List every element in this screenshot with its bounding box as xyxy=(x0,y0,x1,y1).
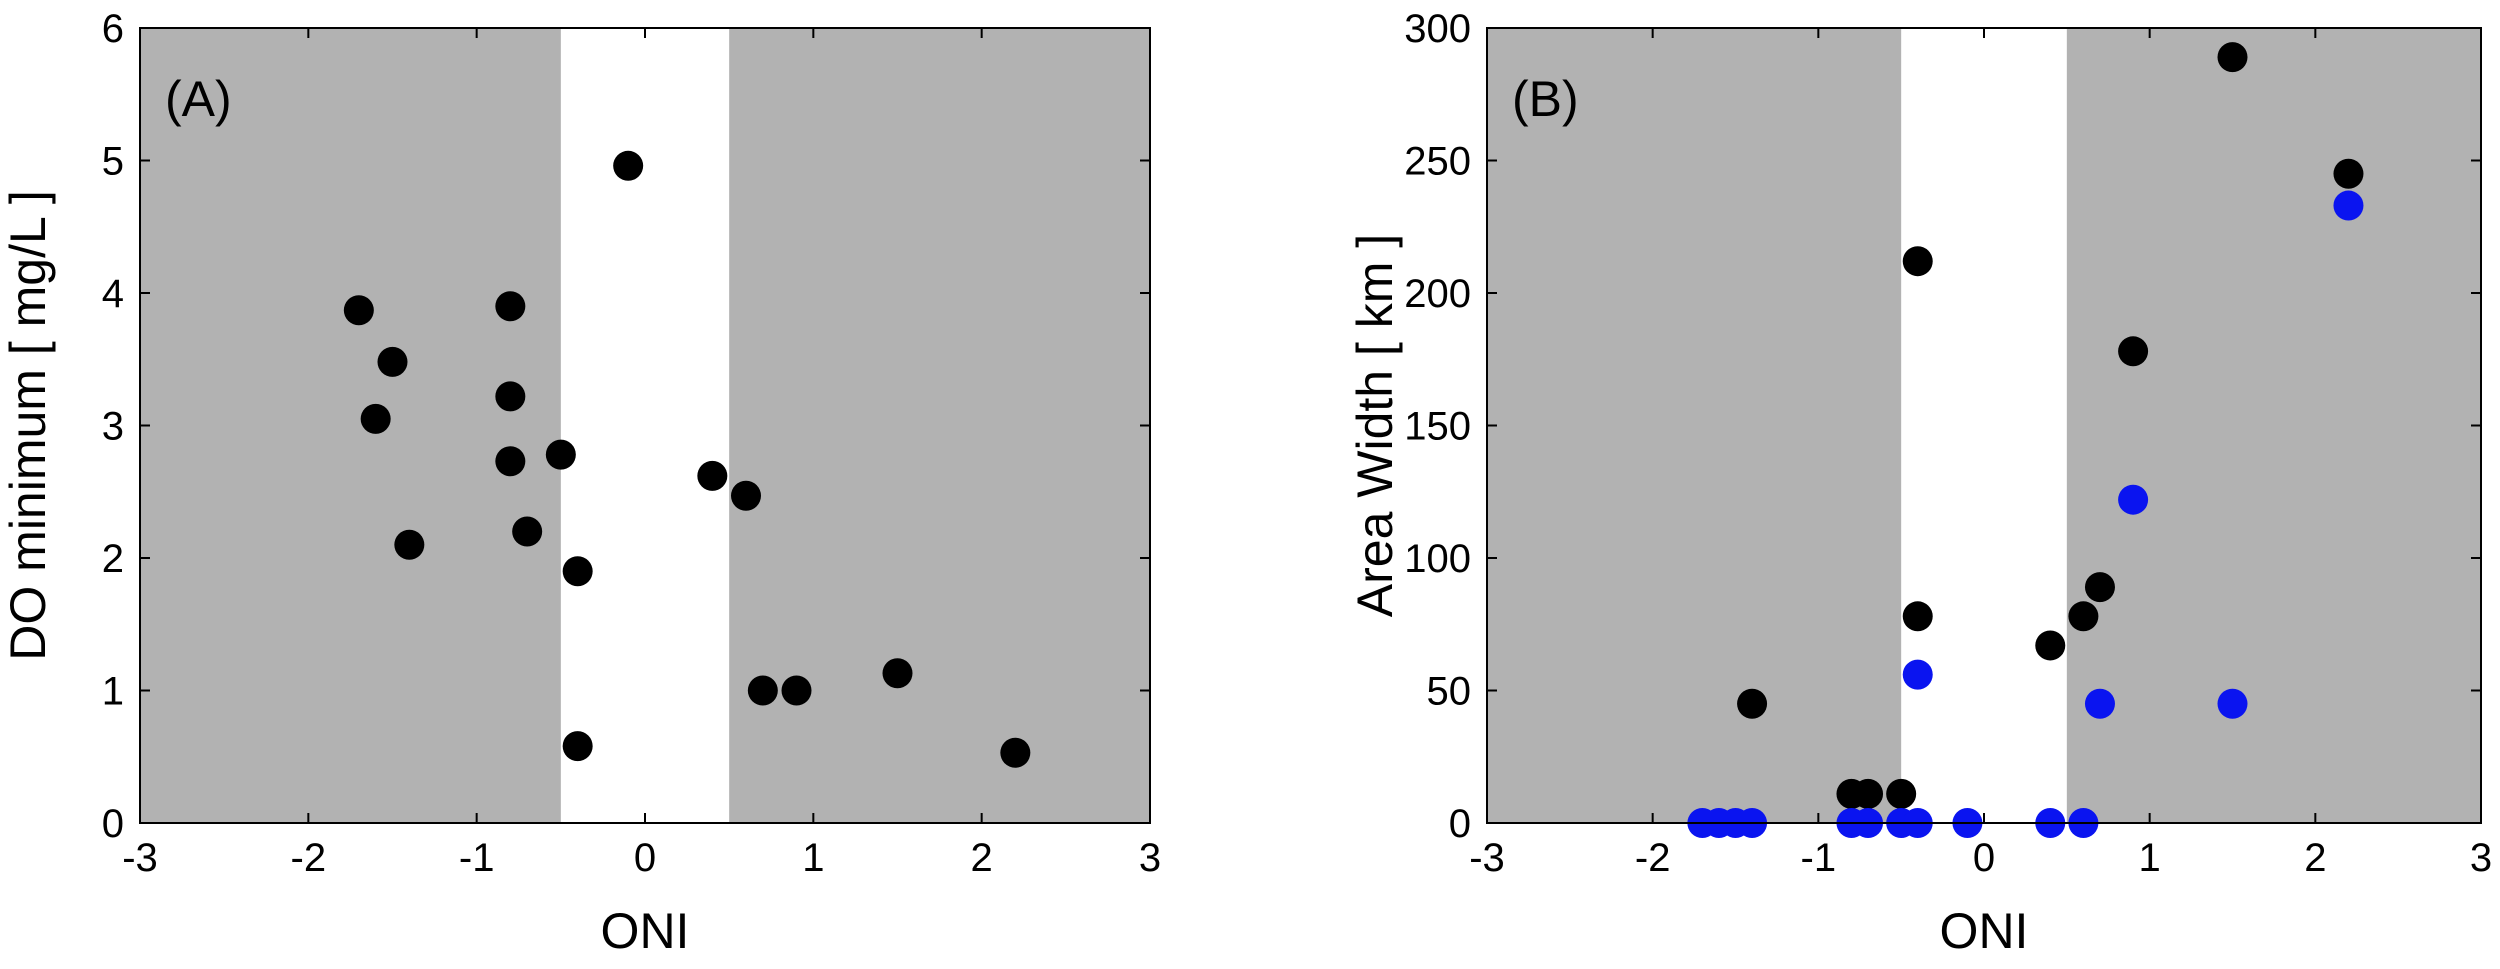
y-tick-label: 150 xyxy=(1404,405,1471,449)
data-point xyxy=(1000,737,1031,768)
x-tick-label: 2 xyxy=(971,836,993,880)
data-point xyxy=(1902,246,1933,277)
y-tick-label: 5 xyxy=(102,140,124,184)
x-tick-label: -3 xyxy=(1469,836,1505,880)
data-point xyxy=(562,731,593,762)
data-points xyxy=(343,150,1031,768)
shaded-region xyxy=(1487,28,1902,823)
data-point xyxy=(2084,688,2115,719)
y-tick-label: 2 xyxy=(102,537,124,581)
data-point xyxy=(2118,484,2149,515)
plot-background xyxy=(140,28,1150,823)
shaded-region xyxy=(140,28,561,823)
data-point xyxy=(1902,659,1933,690)
data-point xyxy=(495,291,526,322)
y-tick-label: 3 xyxy=(102,405,124,449)
y-axis-title: Area Width [ km ] xyxy=(1347,234,1403,617)
data-point xyxy=(747,675,778,706)
x-tick-label: 1 xyxy=(2139,836,2161,880)
data-point xyxy=(512,516,543,547)
x-tick-label: -3 xyxy=(122,836,158,880)
x-tick-label: 3 xyxy=(2470,836,2492,880)
x-tick-label: 0 xyxy=(634,836,656,880)
data-point xyxy=(360,403,391,434)
x-tick-label: -1 xyxy=(1801,836,1837,880)
data-point xyxy=(1737,688,1768,719)
x-tick-label: -1 xyxy=(459,836,495,880)
y-tick-label: 0 xyxy=(102,802,124,846)
x-tick-label: -2 xyxy=(1635,836,1671,880)
data-point xyxy=(394,529,425,560)
data-point xyxy=(2118,336,2149,367)
y-tick-label: 0 xyxy=(1449,802,1471,846)
y-tick-label: 4 xyxy=(102,272,124,316)
y-axis-ticks: 0 1 2 3 4 5 6 xyxy=(102,7,1150,846)
plot-background xyxy=(1487,28,2481,823)
data-point xyxy=(697,460,728,491)
y-axis-ticks: 0 50 100 150 200 250 300 xyxy=(1404,7,2481,846)
y-tick-label: 6 xyxy=(102,7,124,51)
panel-label: (A) xyxy=(165,71,232,127)
data-point xyxy=(343,295,374,326)
x-tick-label: 2 xyxy=(2304,836,2326,880)
panel-label: (B) xyxy=(1512,71,1579,127)
data-point xyxy=(1853,778,1884,809)
data-point xyxy=(495,381,526,412)
x-axis-ticks: -3 -2 -1 0 1 2 3 xyxy=(122,28,1161,880)
data-point xyxy=(545,439,576,470)
data-point xyxy=(495,446,526,477)
data-point xyxy=(2333,158,2364,189)
x-axis-title: ONI xyxy=(601,903,690,959)
y-axis-title: DO minimum [ mg/L ] xyxy=(0,190,56,660)
data-point xyxy=(882,658,913,689)
y-tick-label: 100 xyxy=(1404,537,1471,581)
panel-b-area-width-chart: -3 -2 -1 0 1 2 3 0 50 100 150 200 250 300 (B) ONI Ar… xyxy=(1347,7,2492,959)
x-tick-label: 3 xyxy=(1139,836,1161,880)
x-axis-title: ONI xyxy=(1940,903,2029,959)
data-point xyxy=(562,556,593,587)
y-tick-label: 200 xyxy=(1404,272,1471,316)
x-tick-label: 1 xyxy=(802,836,824,880)
x-tick-label: -2 xyxy=(291,836,327,880)
data-point xyxy=(2035,630,2066,661)
y-tick-label: 250 xyxy=(1404,140,1471,184)
data-point xyxy=(1902,601,1933,632)
data-point xyxy=(781,675,812,706)
x-tick-label: 0 xyxy=(1973,836,1995,880)
x-axis-ticks: -3 -2 -1 0 1 2 3 xyxy=(1469,28,2492,880)
data-point xyxy=(731,480,761,511)
data-point xyxy=(613,150,644,181)
data-point xyxy=(2333,190,2364,221)
shaded-region xyxy=(2066,28,2481,823)
y-tick-label: 1 xyxy=(102,670,124,714)
data-point xyxy=(2217,42,2248,73)
data-point xyxy=(1886,778,1917,809)
data-point xyxy=(377,346,408,377)
panel-a-do-minimum-chart: -3 -2 -1 0 1 2 3 0 1 2 3 4 5 6 (A) ONI DO minimum [ … xyxy=(0,7,1161,959)
y-tick-label: 50 xyxy=(1427,670,1472,714)
data-point xyxy=(2084,572,2115,603)
y-tick-label: 300 xyxy=(1404,7,1471,51)
data-point xyxy=(2068,601,2099,632)
data-point xyxy=(2217,688,2248,719)
